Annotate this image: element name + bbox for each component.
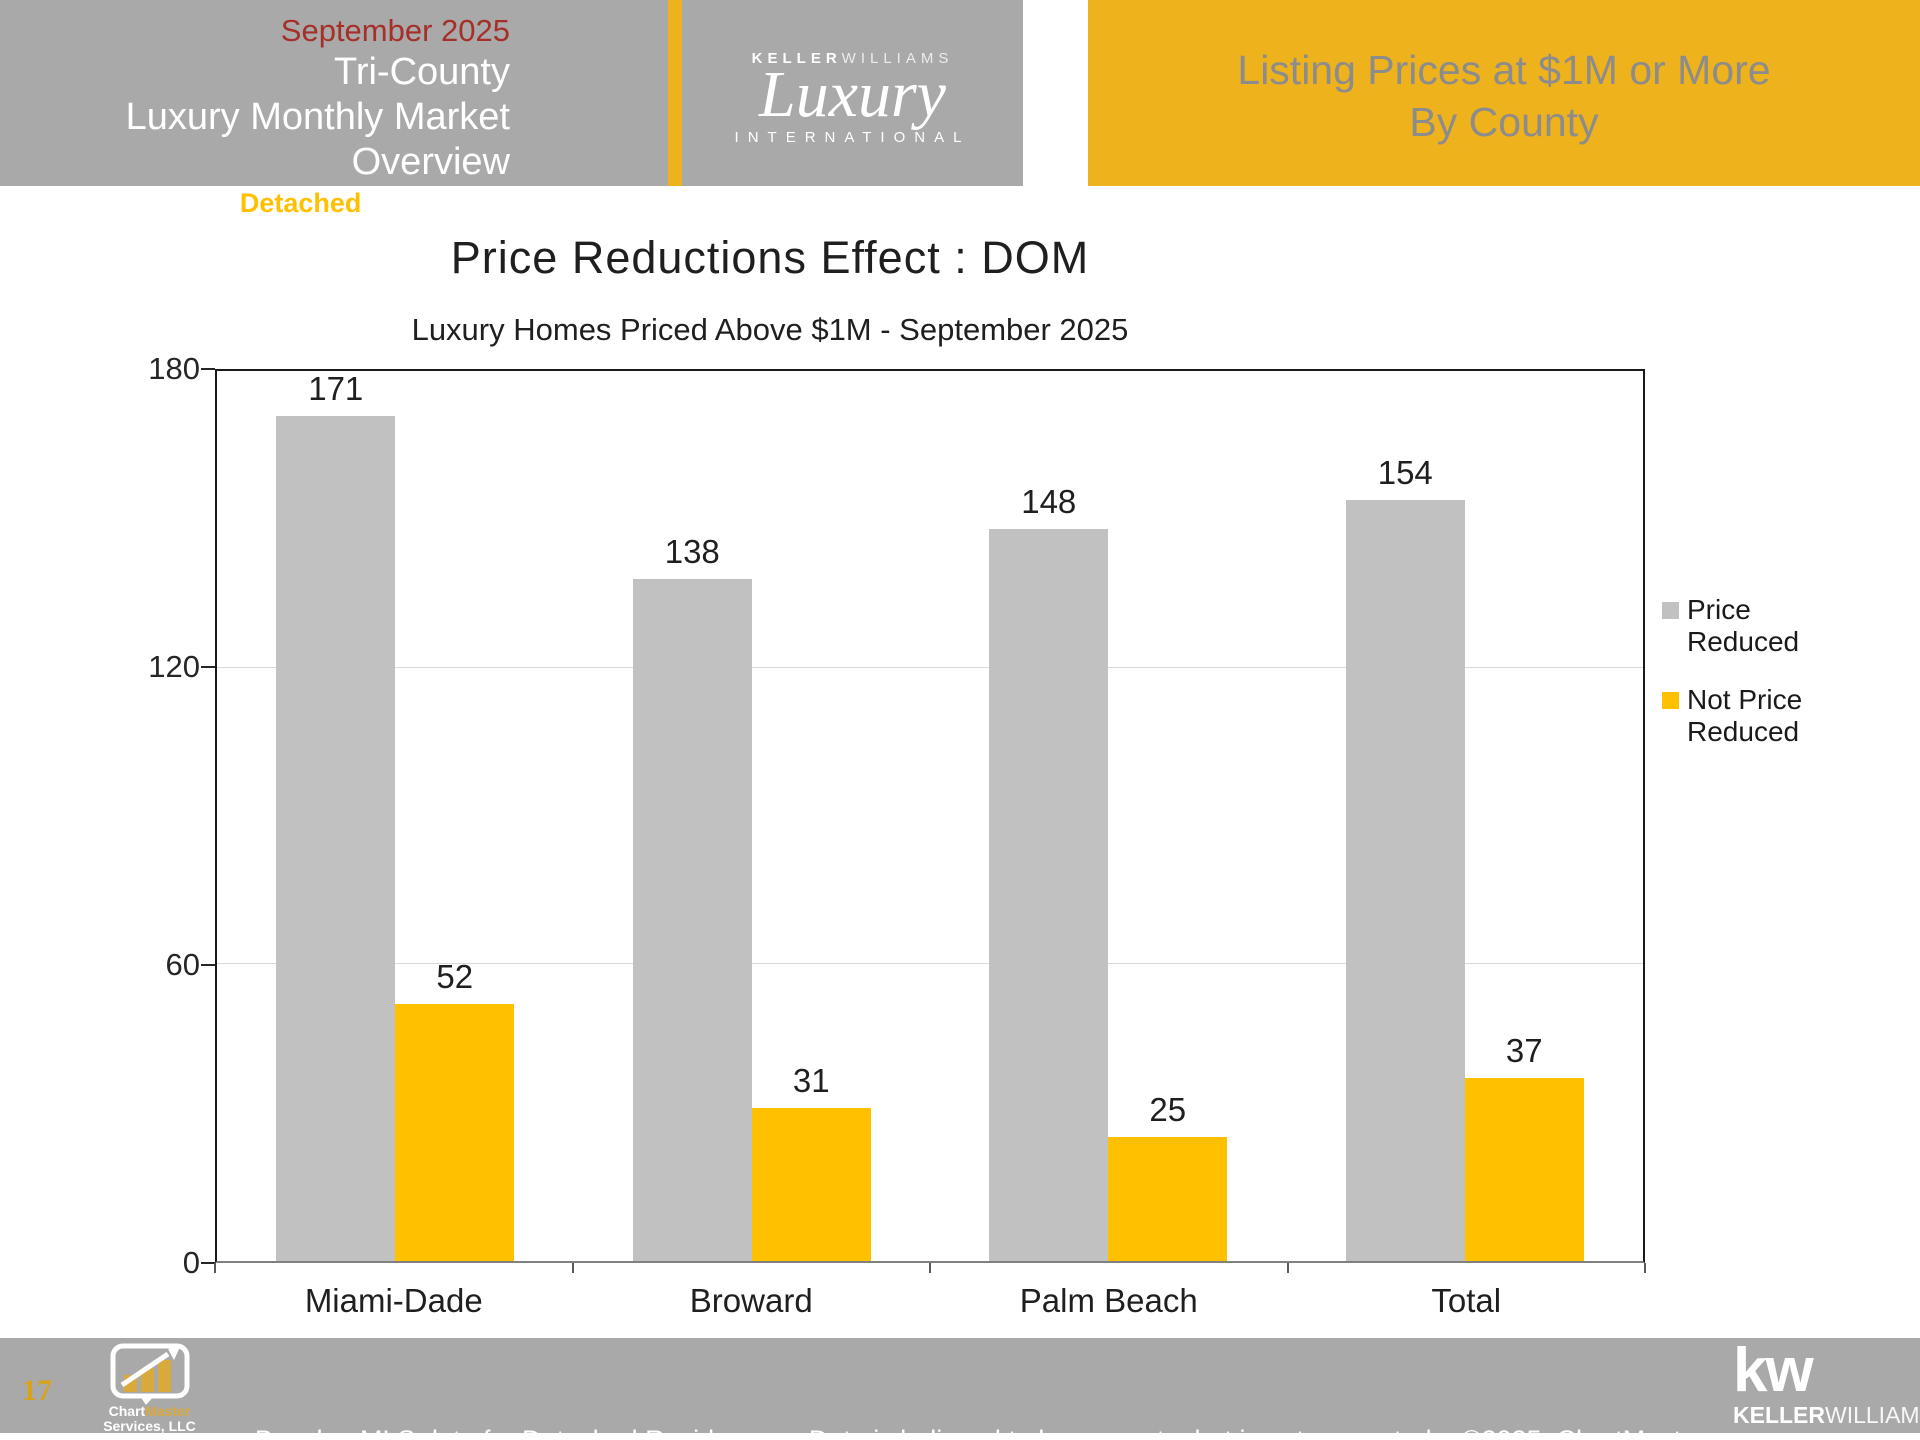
header-subtitle-prefix: Single Family <box>70 188 240 218</box>
bar-not-price-reduced-miami-dade: 52 <box>395 958 515 1261</box>
gridline-60 <box>217 963 1643 965</box>
legend-swatch-price-reduced <box>1662 602 1679 619</box>
kw-luxury-keller: KELLER <box>751 50 842 67</box>
legend-item-not-price-reduced: Not Price Reduced <box>1662 684 1827 748</box>
chartmaster-services: Services, LLC <box>103 1418 196 1434</box>
bar-group-broward: 138 31 <box>574 371 931 1261</box>
kw-luxury-logo: KELLERWILLIAMS Luxury INTERNATIONAL <box>682 0 1023 186</box>
kw-luxury-logo-top: KELLERWILLIAMS <box>752 50 954 67</box>
bar-value-label: 148 <box>1021 483 1077 521</box>
bar-value-label: 31 <box>792 1061 830 1099</box>
y-axis-tick <box>201 666 215 669</box>
kw-mark: kw <box>1733 1336 1814 1405</box>
bar-group-palm-beach: 148 25 <box>930 371 1287 1261</box>
x-axis-ticks <box>214 1263 1646 1273</box>
bar-price-reduced-broward: 138 <box>632 533 752 1261</box>
footer-bar <box>0 1338 1920 1433</box>
footer-disclaimer: BeachesMLS data for Detached Residences.… <box>240 1353 1720 1440</box>
gridline-120 <box>217 666 1643 668</box>
bar-value-label: 154 <box>1377 453 1433 491</box>
keller-williams-logo: kw KELLERWILLIAMS. <box>1733 1340 1920 1429</box>
kw-wordmark: KELLERWILLIAMS. <box>1733 1402 1920 1429</box>
legend-label-price-reduced: Price Reduced <box>1687 594 1800 657</box>
header-subtitle-highlight: Detached <box>239 188 362 218</box>
bar-not-price-reduced-palm-beach: 25 <box>1108 1091 1228 1261</box>
chartmaster-logo-text: ChartMaster Services, LLC <box>77 1404 222 1434</box>
header-gold-stripe <box>668 0 682 186</box>
header-left-block: September 2025 Tri-County Luxury Monthly… <box>0 0 668 218</box>
bar-value-label: 37 <box>1505 1032 1543 1070</box>
y-axis-tick-label-60: 60 <box>165 947 200 983</box>
x-axis-tick <box>1286 1263 1289 1273</box>
chart-legend: Price Reduced Not Price Reduced <box>1662 594 1827 774</box>
x-axis-labels: Miami-Dade Broward Palm Beach Total <box>215 1282 1645 1320</box>
bar-value-label: 52 <box>436 957 474 995</box>
chart-subtitle: Luxury Homes Priced Above $1M - Septembe… <box>411 312 1129 347</box>
bar-not-price-reduced-total: 37 <box>1464 1032 1584 1261</box>
x-axis-label-total: Total <box>1431 1282 1502 1319</box>
y-axis-tick <box>201 1262 215 1264</box>
bar-group-total: 154 37 <box>1287 371 1644 1261</box>
x-axis-tick <box>571 1263 574 1273</box>
disclaimer-line1: BeachesMLS data for Detached Residences.… <box>254 1425 1706 1440</box>
header-subtitle: Single Family Detached Residences <box>0 185 510 221</box>
bar-price-reduced-miami-dade: 171 <box>276 370 396 1261</box>
topic-box: Listing Prices at $1M or More By County <box>1088 0 1920 186</box>
bar-value-label: 171 <box>308 369 364 407</box>
header-region: Tri-County <box>334 51 510 93</box>
bar-value-label: 25 <box>1149 1091 1187 1129</box>
x-axis-label-broward: Broward <box>689 1282 813 1319</box>
topic-line1: Listing Prices at $1M or More <box>1237 47 1771 93</box>
y-axis-tick-label-0: 0 <box>182 1245 200 1280</box>
x-axis-tick <box>214 1263 216 1273</box>
kw-luxury-international: INTERNATIONAL <box>734 129 971 146</box>
chartmaster-logo-icon <box>110 1343 190 1410</box>
kw-luxury-williams: WILLIAMS <box>841 50 954 67</box>
y-axis-tick <box>201 964 215 967</box>
bar-price-reduced-palm-beach: 148 <box>989 483 1109 1261</box>
legend-item-price-reduced: Price Reduced <box>1662 594 1827 658</box>
x-axis-label-miami-dade: Miami-Dade <box>304 1282 483 1319</box>
bar-group-miami-dade: 171 52 <box>217 370 574 1261</box>
kw-keller: KELLER <box>1733 1402 1825 1428</box>
legend-swatch-not-price-reduced <box>1662 692 1679 709</box>
topic-line2: By County <box>1409 99 1599 145</box>
y-axis-ticks <box>201 368 215 1264</box>
bar-value-label: 138 <box>664 532 720 570</box>
plot-area: 171 52 138 31 148 25 154 37 <box>215 369 1645 1263</box>
y-axis-tick-label-120: 120 <box>148 649 200 685</box>
x-axis-label-palm-beach: Palm Beach <box>1019 1282 1198 1319</box>
y-axis-labels: 0 60 120 180 <box>100 351 200 1280</box>
y-axis-tick <box>201 368 215 370</box>
x-axis-tick <box>1644 1263 1646 1273</box>
kw-williams: WILLIAMS. <box>1825 1402 1920 1428</box>
chart-title: Price Reductions Effect : DOM <box>450 232 1090 283</box>
legend-label-not-price-reduced: Not Price Reduced <box>1687 684 1803 747</box>
header-date: September 2025 <box>280 13 510 48</box>
chartmaster-name-white: Chart <box>108 1403 146 1419</box>
chartmaster-chart-icon <box>110 1343 190 1405</box>
kw-luxury-script-wordmark: Luxury <box>759 58 946 131</box>
bar-not-price-reduced-broward: 31 <box>751 1062 871 1261</box>
bar-price-reduced-total: 154 <box>1345 454 1465 1261</box>
chartmaster-name-gold: Master <box>145 1403 191 1419</box>
y-axis-tick-label-180: 180 <box>148 351 200 386</box>
page-number: 17 <box>22 1374 52 1407</box>
x-axis-tick <box>929 1263 931 1273</box>
bar-groups: 171 52 138 31 148 25 154 37 <box>217 370 1644 1261</box>
header-report-title: Luxury Monthly Market Overview <box>125 96 510 183</box>
header-subtitle-suffix: Residences <box>361 188 510 218</box>
